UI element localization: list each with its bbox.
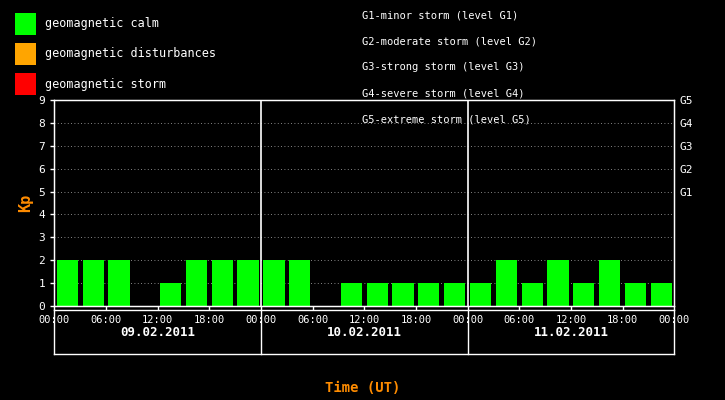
Bar [160,283,181,306]
Text: G5-extreme storm (level G5): G5-extreme storm (level G5) [362,114,531,124]
Text: G2-moderate storm (level G2): G2-moderate storm (level G2) [362,36,537,46]
Text: 11.02.2011: 11.02.2011 [534,326,608,338]
Bar [470,283,491,306]
Bar [625,283,646,306]
Bar [599,260,621,306]
Bar [341,283,362,306]
Bar [83,260,104,306]
Bar [108,260,130,306]
Text: 10.02.2011: 10.02.2011 [327,326,402,338]
Bar [186,260,207,306]
Bar [547,260,568,306]
Bar [444,283,465,306]
Bar [651,283,672,306]
Text: G1-minor storm (level G1): G1-minor storm (level G1) [362,10,519,20]
Bar [212,260,233,306]
Bar [521,283,543,306]
Text: geomagnetic disturbances: geomagnetic disturbances [45,48,216,60]
Bar [289,260,310,306]
Y-axis label: Kp: Kp [18,194,33,212]
Text: geomagnetic calm: geomagnetic calm [45,18,159,30]
Bar [392,283,414,306]
Bar [263,260,284,306]
Text: G3-strong storm (level G3): G3-strong storm (level G3) [362,62,525,72]
Bar [418,283,439,306]
Text: 09.02.2011: 09.02.2011 [120,326,195,338]
Bar [57,260,78,306]
Text: Time (UT): Time (UT) [325,381,400,395]
Bar [367,283,388,306]
Bar [573,283,594,306]
Text: geomagnetic storm: geomagnetic storm [45,78,166,90]
Text: G4-severe storm (level G4): G4-severe storm (level G4) [362,88,525,98]
Bar [238,260,259,306]
Bar [496,260,517,306]
